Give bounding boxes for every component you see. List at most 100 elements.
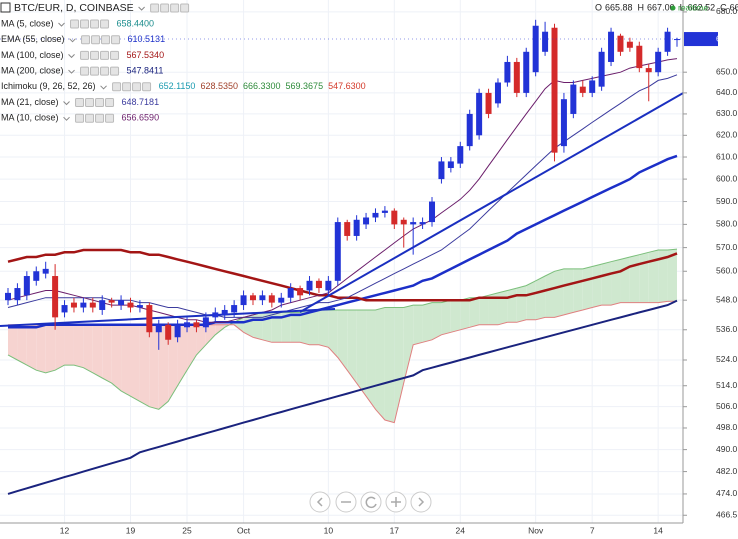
legend-icon[interactable] xyxy=(70,19,80,29)
dropdown-arrow[interactable] xyxy=(68,69,75,74)
cloud-segment xyxy=(26,324,37,371)
legend-icon[interactable] xyxy=(112,82,122,92)
legend-icon[interactable] xyxy=(132,82,142,92)
legend-icon[interactable] xyxy=(85,98,95,107)
cloud-segment xyxy=(215,324,225,335)
candle-body xyxy=(33,271,40,281)
dropdown-arrow[interactable] xyxy=(138,6,145,11)
candle-body xyxy=(231,305,238,313)
legend-icon[interactable] xyxy=(95,113,105,123)
dropdown-arrow[interactable] xyxy=(63,101,70,106)
legend-icon[interactable] xyxy=(90,50,100,60)
legend-icon[interactable] xyxy=(105,113,115,123)
candle-body xyxy=(259,295,266,301)
cloud-segment xyxy=(394,307,404,423)
legend-icon[interactable] xyxy=(90,66,100,76)
dropdown-arrow[interactable] xyxy=(68,54,75,59)
legend-icon[interactable] xyxy=(75,113,85,123)
legend-icon[interactable] xyxy=(101,35,111,45)
candle-body xyxy=(551,27,558,153)
candle-body xyxy=(476,92,483,136)
realtime-label: realtime xyxy=(678,2,709,12)
icon xyxy=(418,497,425,507)
study-value: 628.5350 xyxy=(200,81,238,91)
legend-icon[interactable] xyxy=(180,3,190,13)
legend-icon[interactable] xyxy=(105,98,115,107)
candle-body xyxy=(447,161,454,169)
candle-body xyxy=(42,268,49,274)
cloud-segment xyxy=(187,324,197,371)
ohlc-value: 666.33 xyxy=(730,2,738,12)
y-tick-label: 482.0 xyxy=(716,466,738,476)
legend-icon[interactable] xyxy=(100,19,110,29)
legend-icon[interactable] xyxy=(110,50,120,60)
legend-icon[interactable] xyxy=(90,19,100,29)
dropdown-arrow[interactable] xyxy=(100,85,107,90)
study-value: 658.4400 xyxy=(117,18,155,28)
study-name: MA (5, close) xyxy=(1,18,54,28)
legend-icon[interactable] xyxy=(95,98,105,107)
dropdown-arrow[interactable] xyxy=(63,116,70,121)
legend-icon[interactable] xyxy=(150,3,160,13)
legend-icon[interactable] xyxy=(80,19,90,29)
cloud-segment xyxy=(507,288,517,323)
y-tick-label: 498.0 xyxy=(716,422,738,432)
candle-body xyxy=(372,212,379,218)
cloud-segment xyxy=(554,268,564,318)
dropdown-arrow[interactable] xyxy=(58,22,65,27)
cloud-segment xyxy=(290,312,301,343)
ohlc-key: L xyxy=(680,2,685,12)
candle-body xyxy=(306,280,313,291)
candle-body xyxy=(419,222,426,225)
legend-icon[interactable] xyxy=(81,35,91,45)
legend-icon[interactable] xyxy=(85,113,95,123)
legend-icon[interactable] xyxy=(100,50,110,60)
legend-icon[interactable] xyxy=(160,3,170,13)
scroll-left-button[interactable] xyxy=(309,491,331,513)
legend-icon[interactable] xyxy=(100,66,110,76)
chart-title: BTC/EUR, D, COINBASE xyxy=(14,2,134,14)
legend-icon[interactable] xyxy=(170,3,180,13)
study-value: 666.3300 xyxy=(243,81,281,91)
cloud-segment xyxy=(252,312,263,340)
indicator-line xyxy=(7,248,678,302)
candle-body xyxy=(193,322,200,328)
legend-icon[interactable] xyxy=(91,35,101,45)
legend-icon[interactable] xyxy=(142,82,152,92)
study-name: MA (100, close) xyxy=(1,50,64,60)
legend-icon[interactable] xyxy=(122,82,132,92)
cloud-segment xyxy=(441,300,451,335)
indicator-line xyxy=(8,154,678,329)
candle-body xyxy=(513,61,520,93)
cloud-segment xyxy=(432,302,442,340)
y-tick-label: 548.0 xyxy=(716,294,738,304)
legend-icon[interactable] xyxy=(110,66,120,76)
cloud-segment xyxy=(356,309,367,397)
y-tick-label: 514.0 xyxy=(716,380,738,390)
candle-body xyxy=(297,288,304,296)
collapse-icon[interactable] xyxy=(0,2,11,13)
candle-body xyxy=(5,292,11,301)
legend-icon[interactable] xyxy=(80,66,90,76)
candle-body xyxy=(202,317,209,328)
candle-body xyxy=(287,288,294,298)
study-value: 648.7181 xyxy=(122,97,160,107)
legend-icon[interactable] xyxy=(75,98,85,107)
ohlc-key: H xyxy=(638,2,645,12)
candle-body xyxy=(494,82,501,104)
candle-body xyxy=(579,86,586,93)
cloud-segment xyxy=(658,249,668,303)
reset-button[interactable] xyxy=(360,491,382,513)
cloud-segment xyxy=(205,324,216,345)
legend-icon[interactable] xyxy=(111,35,121,45)
cloud-segment xyxy=(592,264,602,308)
scroll-right-button[interactable] xyxy=(410,491,432,513)
candle-body xyxy=(664,31,671,52)
x-tick-label: 17 xyxy=(390,525,400,535)
cloud-segment xyxy=(149,324,159,410)
candle-body xyxy=(278,297,285,303)
legend-icon[interactable] xyxy=(80,50,90,60)
cloud-segment xyxy=(422,302,433,343)
dropdown-arrow[interactable] xyxy=(69,38,76,43)
